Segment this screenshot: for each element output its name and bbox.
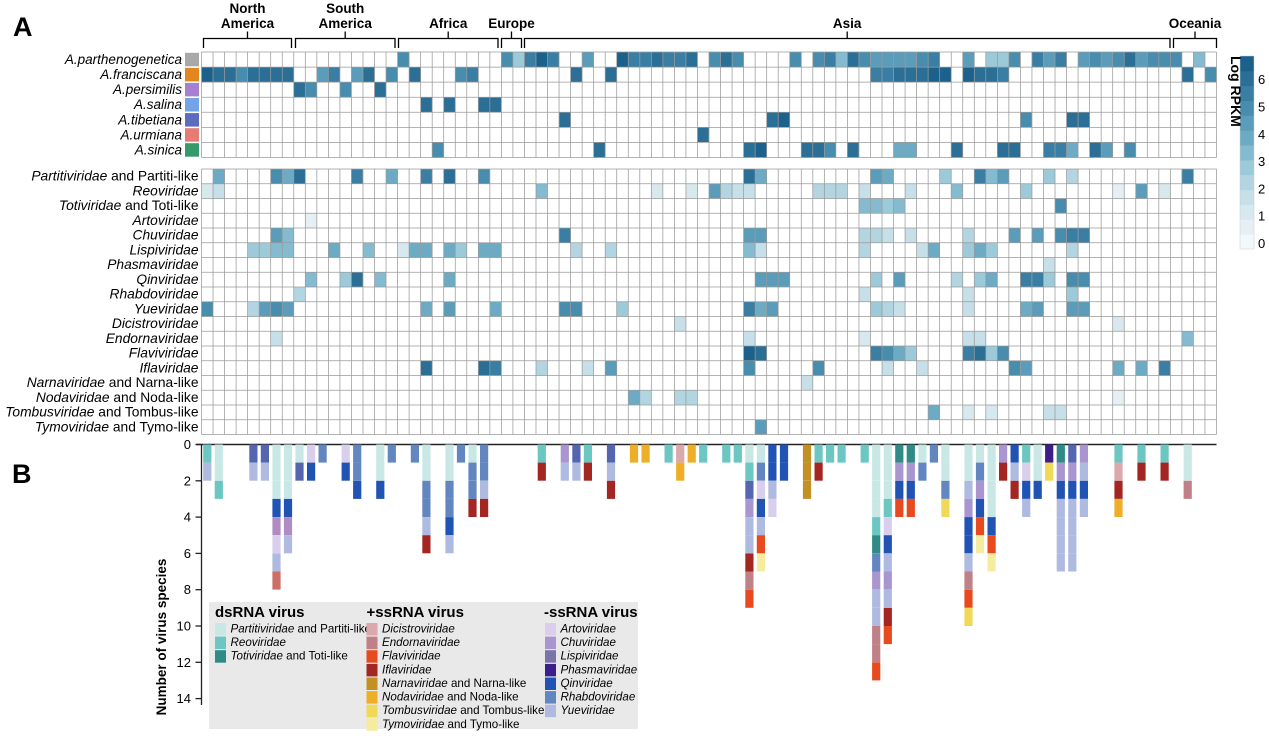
svg-text:Qinviridae: Qinviridae <box>136 272 198 287</box>
svg-text:Asia: Asia <box>833 16 862 31</box>
svg-text:Flaviviridae: Flaviviridae <box>129 346 199 361</box>
svg-text:Totiviridae and Toti-like: Totiviridae and Toti-like <box>59 198 199 213</box>
svg-text:Europe: Europe <box>488 16 535 31</box>
svg-text:10: 10 <box>177 619 191 634</box>
svg-text:Narnaviridae and Narna-like: Narnaviridae and Narna-like <box>382 677 526 690</box>
svg-text:North: North <box>230 1 266 16</box>
svg-text:South: South <box>326 1 364 16</box>
svg-text:Lispiviridae: Lispiviridae <box>561 650 620 663</box>
svg-text:Iflaviridae: Iflaviridae <box>382 663 432 676</box>
svg-text:4: 4 <box>184 510 191 525</box>
svg-text:Totiviridae and Toti-like: Totiviridae and Toti-like <box>231 650 348 663</box>
svg-text:5: 5 <box>1258 100 1265 115</box>
svg-text:Phasmaviridae: Phasmaviridae <box>107 257 199 272</box>
svg-text:Endornaviridae: Endornaviridae <box>106 331 199 346</box>
svg-text:Chuviridae: Chuviridae <box>133 228 199 243</box>
svg-text:A.sinica: A.sinica <box>134 143 183 158</box>
svg-text:Nodaviridae and Noda-like: Nodaviridae and Noda-like <box>36 390 199 405</box>
svg-text:Chuviridae: Chuviridae <box>561 636 617 649</box>
svg-text:Reoviridae: Reoviridae <box>231 636 287 649</box>
svg-text:A.franciscana: A.franciscana <box>99 67 182 82</box>
svg-text:Partitiviridae and Partiti-lik: Partitiviridae and Partiti-like <box>31 169 198 184</box>
svg-text:6: 6 <box>1258 72 1265 87</box>
svg-text:Partitiviridae and Partiti-lik: Partitiviridae and Partiti-like <box>231 623 371 636</box>
svg-text:Dicistroviridae: Dicistroviridae <box>112 316 199 331</box>
svg-text:1: 1 <box>1258 209 1265 224</box>
svg-text:Endornaviridae: Endornaviridae <box>382 636 461 649</box>
svg-text:A: A <box>13 12 33 42</box>
svg-text:Number of virus species: Number of virus species <box>154 559 169 716</box>
svg-text:Iflaviridae: Iflaviridae <box>139 360 198 375</box>
svg-text:+ssRNA virus: +ssRNA virus <box>367 604 464 621</box>
svg-text:Artoviridae: Artoviridae <box>132 213 199 228</box>
svg-text:A.salina: A.salina <box>133 97 183 112</box>
svg-text:-ssRNA virus: -ssRNA virus <box>544 604 638 621</box>
svg-text:Yueviridae: Yueviridae <box>561 704 616 717</box>
svg-text:6: 6 <box>184 546 191 561</box>
svg-text:A.tibetiana: A.tibetiana <box>117 112 182 127</box>
svg-text:Artoviridae: Artoviridae <box>560 623 617 636</box>
svg-text:America: America <box>221 16 275 31</box>
svg-text:Tombusviridae and Tombus-like: Tombusviridae and Tombus-like <box>382 704 544 717</box>
svg-text:Flaviviridae: Flaviviridae <box>382 650 441 663</box>
svg-text:4: 4 <box>1258 127 1265 142</box>
svg-text:Rhabdoviridae: Rhabdoviridae <box>561 691 636 704</box>
svg-text:Africa: Africa <box>429 16 468 31</box>
svg-text:A.urmiana: A.urmiana <box>119 127 182 142</box>
svg-text:Yueviridae: Yueviridae <box>134 301 199 316</box>
svg-text:Oceania: Oceania <box>1169 16 1222 31</box>
svg-text:12: 12 <box>177 655 191 670</box>
svg-text:14: 14 <box>177 691 191 706</box>
svg-text:dsRNA virus: dsRNA virus <box>215 604 304 621</box>
svg-text:A.persimilis: A.persimilis <box>112 82 182 97</box>
svg-text:Narnaviridae and Narna-like: Narnaviridae and Narna-like <box>27 375 199 390</box>
svg-text:Tymoviridae and Tymo-like: Tymoviridae and Tymo-like <box>35 419 199 434</box>
svg-text:2: 2 <box>1258 181 1265 196</box>
svg-text:Rhabdoviridae: Rhabdoviridae <box>110 287 199 302</box>
svg-text:0: 0 <box>1258 236 1265 251</box>
svg-text:Nodaviridae and Noda-like: Nodaviridae and Noda-like <box>382 691 519 704</box>
svg-text:3: 3 <box>1258 154 1265 169</box>
svg-text:2: 2 <box>184 473 191 488</box>
svg-text:Tymoviridae and Tymo-like: Tymoviridae and Tymo-like <box>382 718 519 731</box>
svg-text:8: 8 <box>184 582 191 597</box>
svg-text:0: 0 <box>184 437 191 452</box>
svg-text:Lispiviridae: Lispiviridae <box>129 242 198 257</box>
svg-text:Tombusviridae and Tombus-like: Tombusviridae and Tombus-like <box>5 405 199 420</box>
svg-text:Dicistroviridae: Dicistroviridae <box>382 623 455 636</box>
svg-text:America: America <box>319 16 373 31</box>
svg-text:Log RPKM: Log RPKM <box>1228 56 1244 127</box>
svg-text:Reoviridae: Reoviridae <box>133 183 199 198</box>
svg-text:A.parthenogenetica: A.parthenogenetica <box>64 52 183 67</box>
svg-text:Qinviridae: Qinviridae <box>561 677 614 690</box>
svg-text:Phasmaviridae: Phasmaviridae <box>561 663 638 676</box>
svg-text:B: B <box>12 459 32 489</box>
